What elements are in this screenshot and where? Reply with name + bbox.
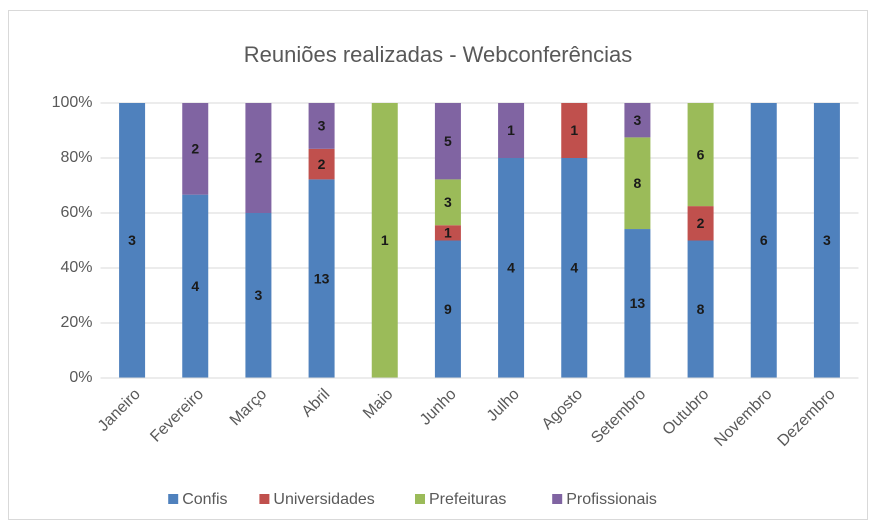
data-label: 9	[444, 301, 452, 317]
data-label: 1	[570, 122, 578, 138]
data-label: 1	[381, 232, 389, 248]
data-label: 3	[444, 194, 452, 210]
bar-segment	[434, 103, 461, 180]
data-label: 6	[697, 146, 705, 162]
bar-segment	[308, 179, 335, 378]
legend-label: Prefeituras	[429, 491, 506, 508]
legend-label: Universidades	[273, 491, 374, 508]
bar-segment	[687, 206, 714, 241]
data-label: 8	[697, 301, 705, 317]
bar-segment	[245, 213, 272, 378]
legend-swatch	[552, 494, 563, 504]
data-label: 2	[697, 215, 705, 231]
bar-segment	[182, 103, 209, 195]
y-tick-label: 20%	[60, 314, 92, 331]
data-label: 1	[444, 225, 452, 241]
data-label: 3	[823, 232, 831, 248]
bar-segment	[561, 158, 588, 378]
data-label: 2	[318, 156, 326, 172]
legend-label: Profissionais	[566, 491, 657, 508]
data-label: 3	[634, 112, 642, 128]
legend-swatch	[259, 494, 270, 504]
data-label: 6	[760, 232, 768, 248]
bar-segment	[498, 158, 525, 378]
bar-segment	[434, 225, 461, 241]
data-label: 5	[444, 133, 452, 149]
bar-segment	[182, 194, 209, 378]
bar-segment	[687, 103, 714, 207]
bar-segment	[624, 103, 651, 138]
y-tick-label: 80%	[60, 149, 92, 166]
bar-segment	[561, 103, 588, 158]
bar-segment	[434, 240, 461, 378]
y-tick-label: 100%	[52, 94, 93, 111]
data-label: 13	[314, 270, 330, 286]
bar-segment	[119, 103, 146, 378]
bar-segment	[624, 137, 651, 230]
legend-swatch	[168, 494, 179, 504]
data-label: 13	[630, 295, 646, 311]
bar-segment	[308, 148, 335, 180]
data-label: 3	[255, 287, 263, 303]
bar-segment	[750, 103, 777, 378]
data-label: 1	[507, 122, 515, 138]
bar-segment	[308, 103, 335, 149]
data-label: 4	[570, 260, 578, 276]
data-label: 3	[128, 232, 136, 248]
bar-segment	[245, 103, 272, 213]
legend-label: Confis	[182, 491, 227, 508]
bar-segment	[371, 103, 398, 378]
bar-segment	[813, 103, 840, 378]
y-tick-label: 0%	[69, 369, 92, 386]
data-label: 4	[507, 260, 515, 276]
bar-segment	[434, 179, 461, 226]
legend-swatch	[415, 494, 425, 504]
y-tick-label: 60%	[60, 204, 92, 221]
bar-segment	[498, 103, 525, 158]
y-tick-label: 40%	[60, 259, 92, 276]
data-label: 2	[191, 141, 199, 157]
data-label: 4	[191, 278, 199, 294]
bar-segment	[687, 240, 714, 378]
bar-segment	[624, 229, 651, 378]
data-label: 3	[318, 118, 326, 134]
data-label: 8	[634, 175, 642, 191]
chart-title: Reuniões realizadas - Webconferências	[244, 42, 632, 67]
data-label: 2	[255, 150, 263, 166]
